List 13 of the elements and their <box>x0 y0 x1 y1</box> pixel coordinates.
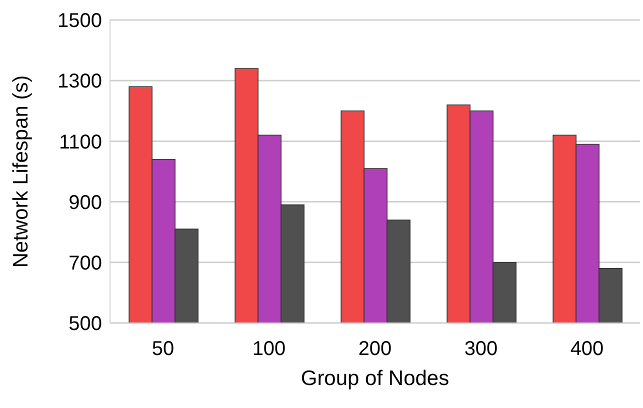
y-tick-label: 900 <box>68 192 102 214</box>
x-axis-title: Group of Nodes <box>300 367 450 390</box>
x-tick-label: 100 <box>252 338 286 360</box>
y-tick-label: 1100 <box>58 131 102 154</box>
y-axis-title: Network Lifespan (s) <box>9 75 32 268</box>
x-tick-label: 400 <box>570 338 604 360</box>
x-tick-label: 300 <box>464 338 498 360</box>
x-tick-label: 50 <box>152 338 174 360</box>
y-tick-label: 700 <box>68 252 102 274</box>
y-tick-label: 1300 <box>58 70 102 93</box>
x-tick-label: 200 <box>358 338 392 360</box>
y-tick-label: 1500 <box>58 10 102 32</box>
y-tick-label: 500 <box>68 313 102 336</box>
